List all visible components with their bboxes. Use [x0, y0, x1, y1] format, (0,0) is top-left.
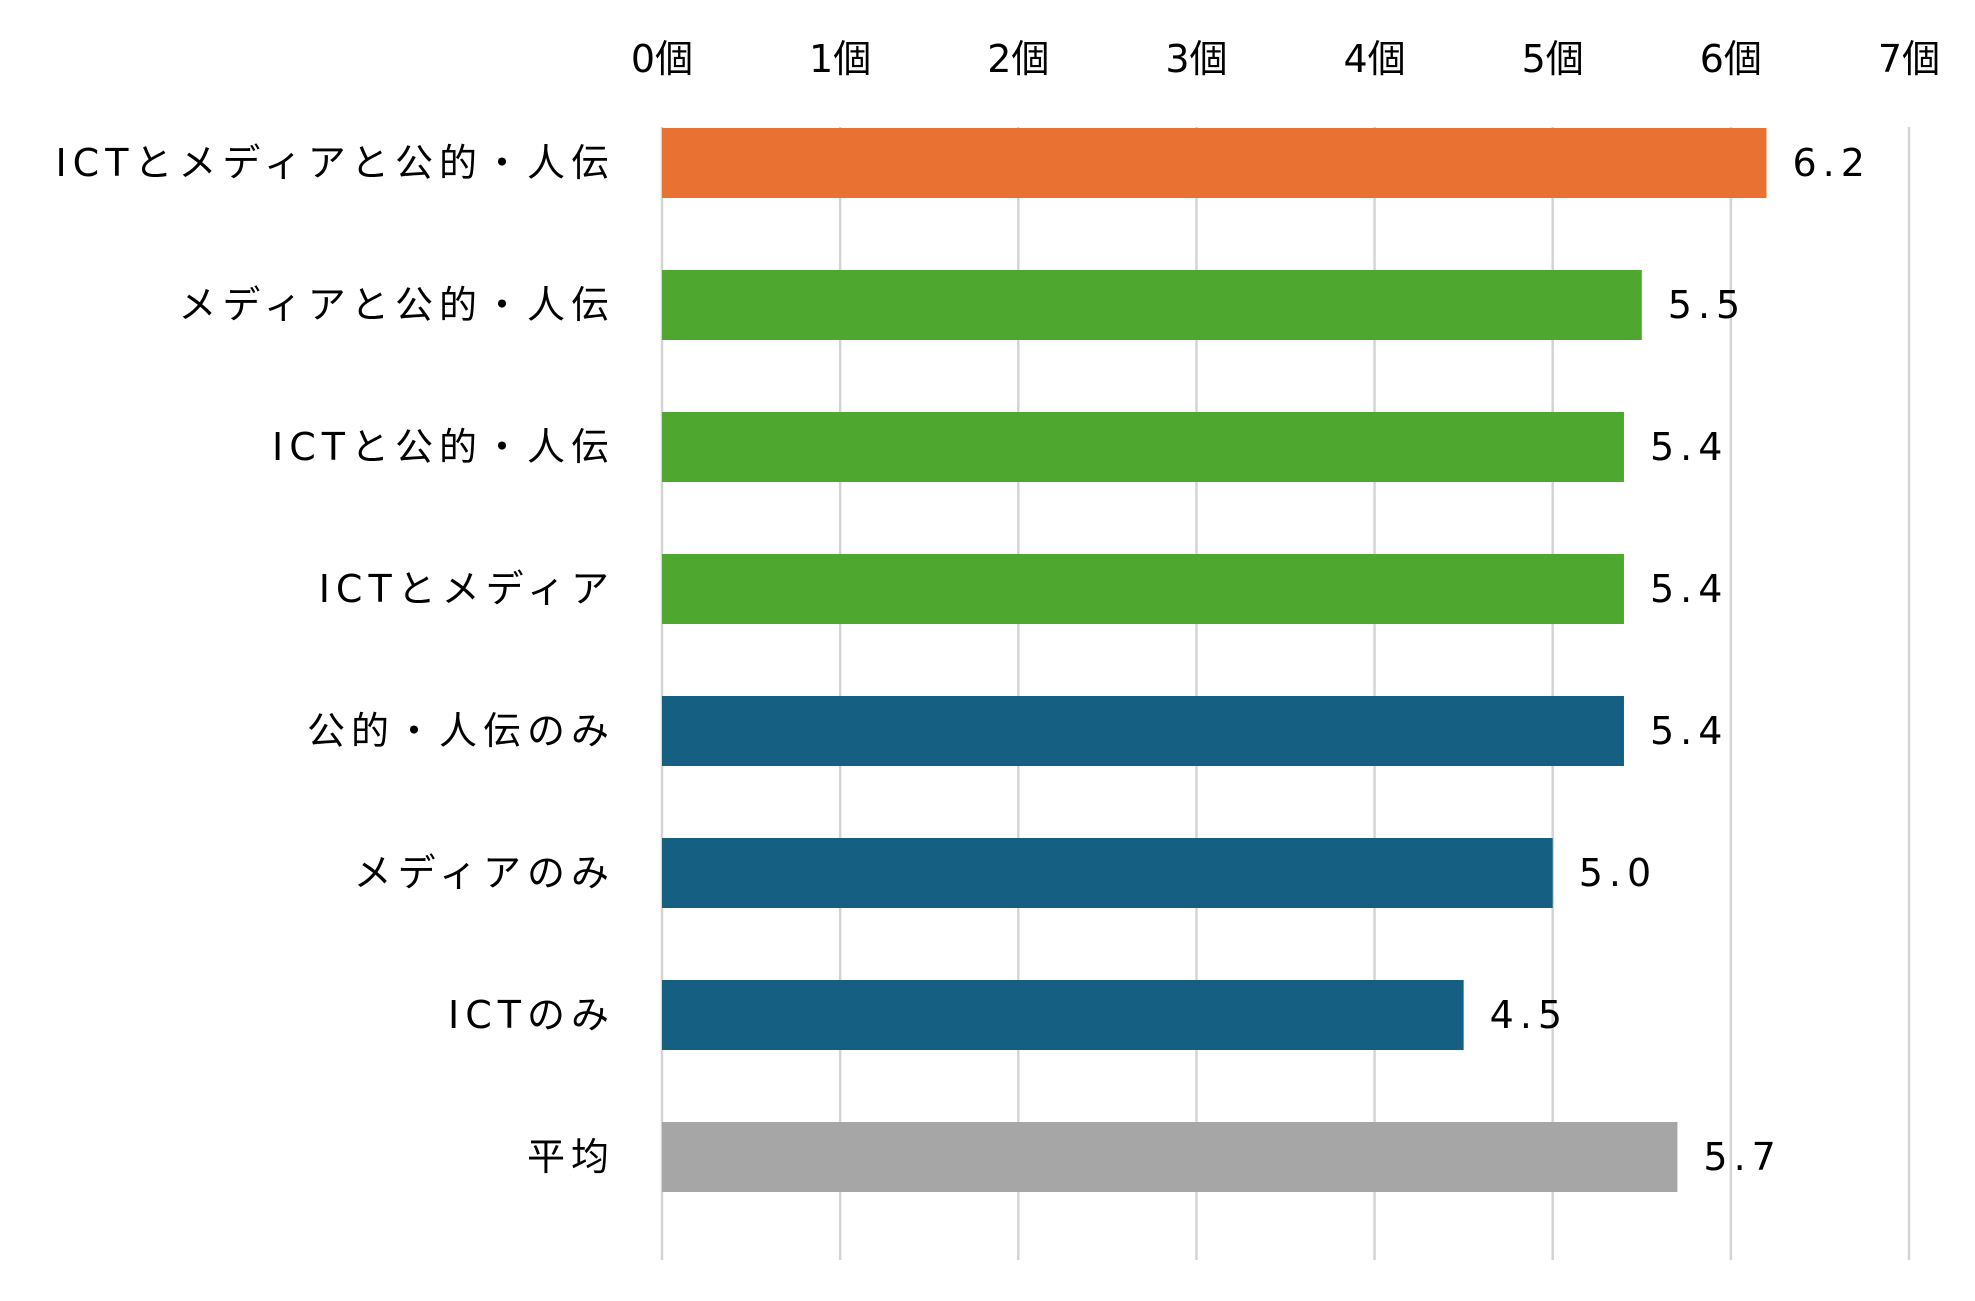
bars — [662, 128, 1767, 1192]
bar — [662, 838, 1553, 908]
data-labels: 6.2 5.5 5.4 5.4 5.4 5.0 4.5 5.7 — [1490, 141, 1870, 1179]
data-label: 5.4 — [1650, 709, 1728, 753]
x-tick-label: 7個 — [1878, 37, 1940, 81]
category-label: メディアと公的・人伝 — [178, 283, 615, 327]
x-tick-label: 2個 — [987, 37, 1049, 81]
data-label: 5.4 — [1650, 425, 1728, 469]
bar — [662, 696, 1624, 766]
data-label: 5.4 — [1650, 567, 1728, 611]
data-label: 6.2 — [1792, 141, 1870, 185]
data-label: 5.0 — [1579, 851, 1657, 895]
category-label: 平均 — [527, 1135, 615, 1179]
category-label: 公的・人伝のみ — [307, 709, 615, 753]
data-label: 5.7 — [1703, 1135, 1781, 1179]
bar — [662, 128, 1767, 198]
bar — [662, 270, 1642, 340]
category-label: メディアのみ — [354, 851, 615, 895]
x-tick-label: 0個 — [631, 37, 693, 81]
x-tick-label: 1個 — [809, 37, 871, 81]
data-label: 5.5 — [1668, 283, 1746, 327]
category-label: ICTのみ — [448, 993, 615, 1037]
bar — [662, 554, 1624, 624]
bar — [662, 412, 1624, 482]
category-label: ICTとメディアと公的・人伝 — [55, 141, 615, 185]
x-axis-ticks: 0個 1個 2個 3個 4個 5個 6個 7個 — [631, 37, 1940, 81]
x-tick-label: 4個 — [1343, 37, 1405, 81]
bar — [662, 1122, 1678, 1192]
category-label: ICTと公的・人伝 — [272, 425, 615, 469]
category-label: ICTとメディア — [319, 567, 615, 611]
bar — [662, 980, 1464, 1050]
x-tick-label: 6個 — [1700, 37, 1762, 81]
x-tick-label: 3個 — [1165, 37, 1227, 81]
data-label: 4.5 — [1490, 993, 1568, 1037]
x-tick-label: 5個 — [1522, 37, 1584, 81]
